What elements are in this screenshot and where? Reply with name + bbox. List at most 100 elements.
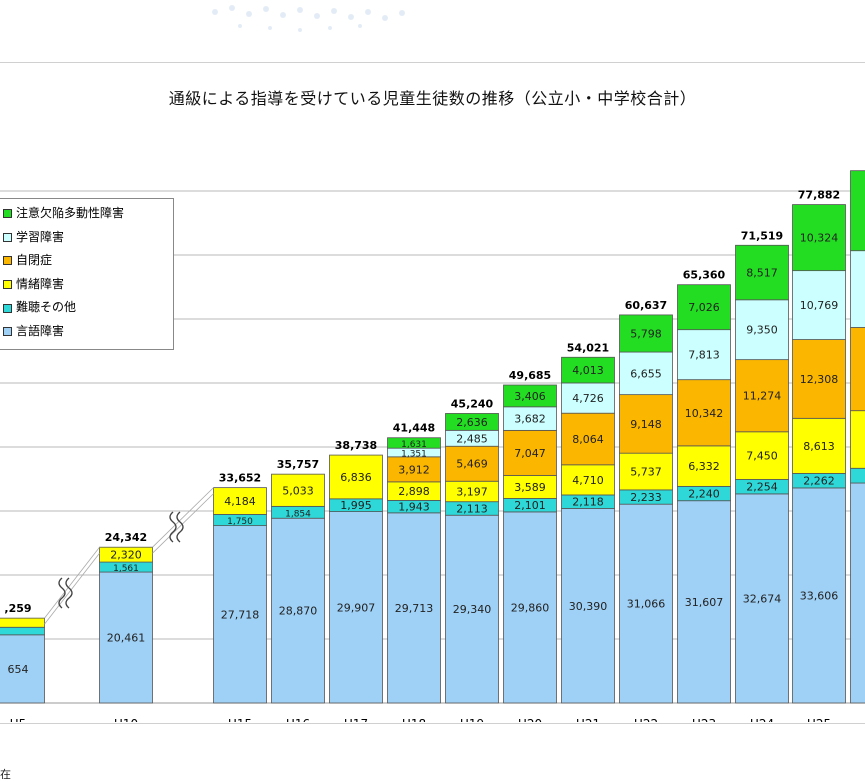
bar-segment bbox=[0, 618, 45, 627]
bar-value-label: 5,737 bbox=[630, 466, 662, 479]
bar-value-label: 29,860 bbox=[511, 601, 550, 614]
legend-label: 難聴その他 bbox=[16, 296, 76, 320]
legend-label: 情緒障害 bbox=[16, 273, 64, 297]
legend-swatch bbox=[3, 256, 12, 265]
bar-value-label: 11,274 bbox=[743, 390, 782, 403]
bar-value-label: 1,943 bbox=[398, 501, 430, 514]
bar-total-label: 24,342 bbox=[105, 531, 147, 544]
legend-label: 注意欠陥多動性障害 bbox=[16, 202, 124, 226]
axis-break-mark bbox=[177, 512, 183, 542]
bar-total-label: 65,360 bbox=[683, 269, 726, 282]
bar-value-label: 5,798 bbox=[630, 327, 662, 340]
bar-total-label: 38,738 bbox=[335, 439, 377, 452]
bar-value-label: 6,332 bbox=[688, 460, 720, 473]
break-connector-line bbox=[45, 553, 100, 624]
footnote-text: 在 bbox=[0, 766, 11, 782]
bar-value-label: 20,461 bbox=[107, 632, 146, 645]
legend-label: 学習障害 bbox=[16, 226, 64, 250]
bar-value-label: 1,631 bbox=[401, 440, 427, 450]
x-tick-label: H17 bbox=[344, 717, 368, 722]
bar-value-label: 7,450 bbox=[746, 450, 778, 463]
legend-item: 自閉症 bbox=[3, 249, 169, 273]
bar-value-label: 2,254 bbox=[746, 481, 778, 494]
legend-label: 言語障害 bbox=[16, 320, 64, 344]
bar-segment bbox=[851, 171, 865, 251]
bar-value-label: 3,682 bbox=[514, 413, 546, 426]
bar-value-label: 1,995 bbox=[340, 499, 372, 512]
decorative-watermark bbox=[0, 0, 865, 60]
bar-segment bbox=[851, 468, 865, 483]
legend-swatch bbox=[3, 327, 12, 336]
bar-segment bbox=[851, 327, 865, 410]
bar-value-label: 29,340 bbox=[453, 603, 492, 616]
x-tick-label: H22 bbox=[634, 717, 658, 722]
bar-value-label: 1,351 bbox=[401, 449, 427, 459]
bar-value-label: 10,342 bbox=[685, 407, 724, 420]
bar-value-label: 2,113 bbox=[456, 502, 488, 515]
bar-value-label: 2,118 bbox=[572, 496, 604, 509]
bar-value-label: 7,813 bbox=[688, 349, 720, 362]
x-tick-label: H5 bbox=[10, 717, 27, 722]
bar-total-label: 41,448 bbox=[393, 422, 435, 435]
bar-value-label: 10,769 bbox=[800, 299, 839, 312]
bar-total-label: 77,882 bbox=[798, 189, 840, 202]
bar-value-label: 32,674 bbox=[743, 592, 782, 605]
legend-swatch bbox=[3, 209, 12, 218]
bar-value-label: 29,713 bbox=[395, 602, 434, 615]
bar-value-label: 12,308 bbox=[800, 373, 839, 386]
break-connector-line bbox=[153, 494, 214, 554]
legend-item: 注意欠陥多動性障害 bbox=[3, 202, 169, 226]
bar-value-label: 6,836 bbox=[340, 471, 372, 484]
bar-segment bbox=[0, 627, 45, 635]
bar-value-label: 1,854 bbox=[285, 509, 311, 519]
bar-value-label: 4,710 bbox=[572, 474, 604, 487]
bar-value-label: 8,064 bbox=[572, 433, 604, 446]
x-tick-label: H15 bbox=[228, 717, 252, 722]
bar-total-label: 35,757 bbox=[277, 458, 319, 471]
bar-value-label: 27,718 bbox=[221, 608, 260, 621]
bar-total-label: 71,519 bbox=[741, 229, 783, 242]
bar-value-label: 28,870 bbox=[279, 605, 318, 618]
bar-value-label: 9,350 bbox=[746, 324, 778, 337]
bar-value-label: 1,750 bbox=[227, 517, 253, 527]
legend-label: 自閉症 bbox=[16, 249, 52, 273]
bar-value-label: 4,013 bbox=[572, 364, 604, 377]
bar-value-label: 4,726 bbox=[572, 392, 604, 405]
x-tick-label: H25 bbox=[807, 717, 831, 722]
break-connector-line bbox=[153, 488, 214, 548]
bar-total-label: 54,021 bbox=[567, 341, 609, 354]
bar-segment bbox=[851, 411, 865, 469]
bar-value-label: 31,607 bbox=[685, 596, 724, 609]
bar-total-label: 60,637 bbox=[625, 299, 667, 312]
bar-value-label: 6,655 bbox=[630, 367, 662, 380]
legend-swatch bbox=[3, 304, 12, 313]
bar-value-label: 9,148 bbox=[630, 418, 662, 431]
bar-value-label: 3,589 bbox=[514, 481, 546, 494]
legend-swatch bbox=[3, 233, 12, 242]
x-tick-label: H24 bbox=[750, 717, 774, 722]
bar-value-label: 2,485 bbox=[456, 432, 488, 445]
bar-value-label: 3,912 bbox=[398, 463, 430, 476]
x-tick-label: H20 bbox=[518, 717, 542, 722]
bar-segment bbox=[851, 251, 865, 328]
bar-total-label: 49,685 bbox=[509, 369, 551, 382]
bar-total-label: ,259 bbox=[4, 602, 31, 615]
bar-value-label: 1,561 bbox=[113, 564, 139, 574]
x-tick-label: H18 bbox=[402, 717, 426, 722]
bar-value-label: 3,406 bbox=[514, 390, 546, 403]
bar-value-label: 10,324 bbox=[800, 232, 839, 245]
bar-value-label: 2,233 bbox=[630, 491, 662, 504]
bar-total-label: 45,240 bbox=[451, 397, 494, 410]
bar-value-label: 2,240 bbox=[688, 488, 720, 501]
x-tick-label: H10 bbox=[114, 717, 138, 722]
legend-item: 情緒障害 bbox=[3, 273, 169, 297]
bar-segment bbox=[851, 483, 865, 703]
legend-item: 難聴その他 bbox=[3, 296, 169, 320]
bar-value-label: 5,469 bbox=[456, 458, 488, 471]
bar-value-label: 2,262 bbox=[803, 475, 835, 488]
bar-value-label: 7,026 bbox=[688, 301, 720, 314]
legend-item: 言語障害 bbox=[3, 320, 169, 344]
x-tick-label: H16 bbox=[286, 717, 310, 722]
bar-value-label: 2,898 bbox=[398, 485, 430, 498]
